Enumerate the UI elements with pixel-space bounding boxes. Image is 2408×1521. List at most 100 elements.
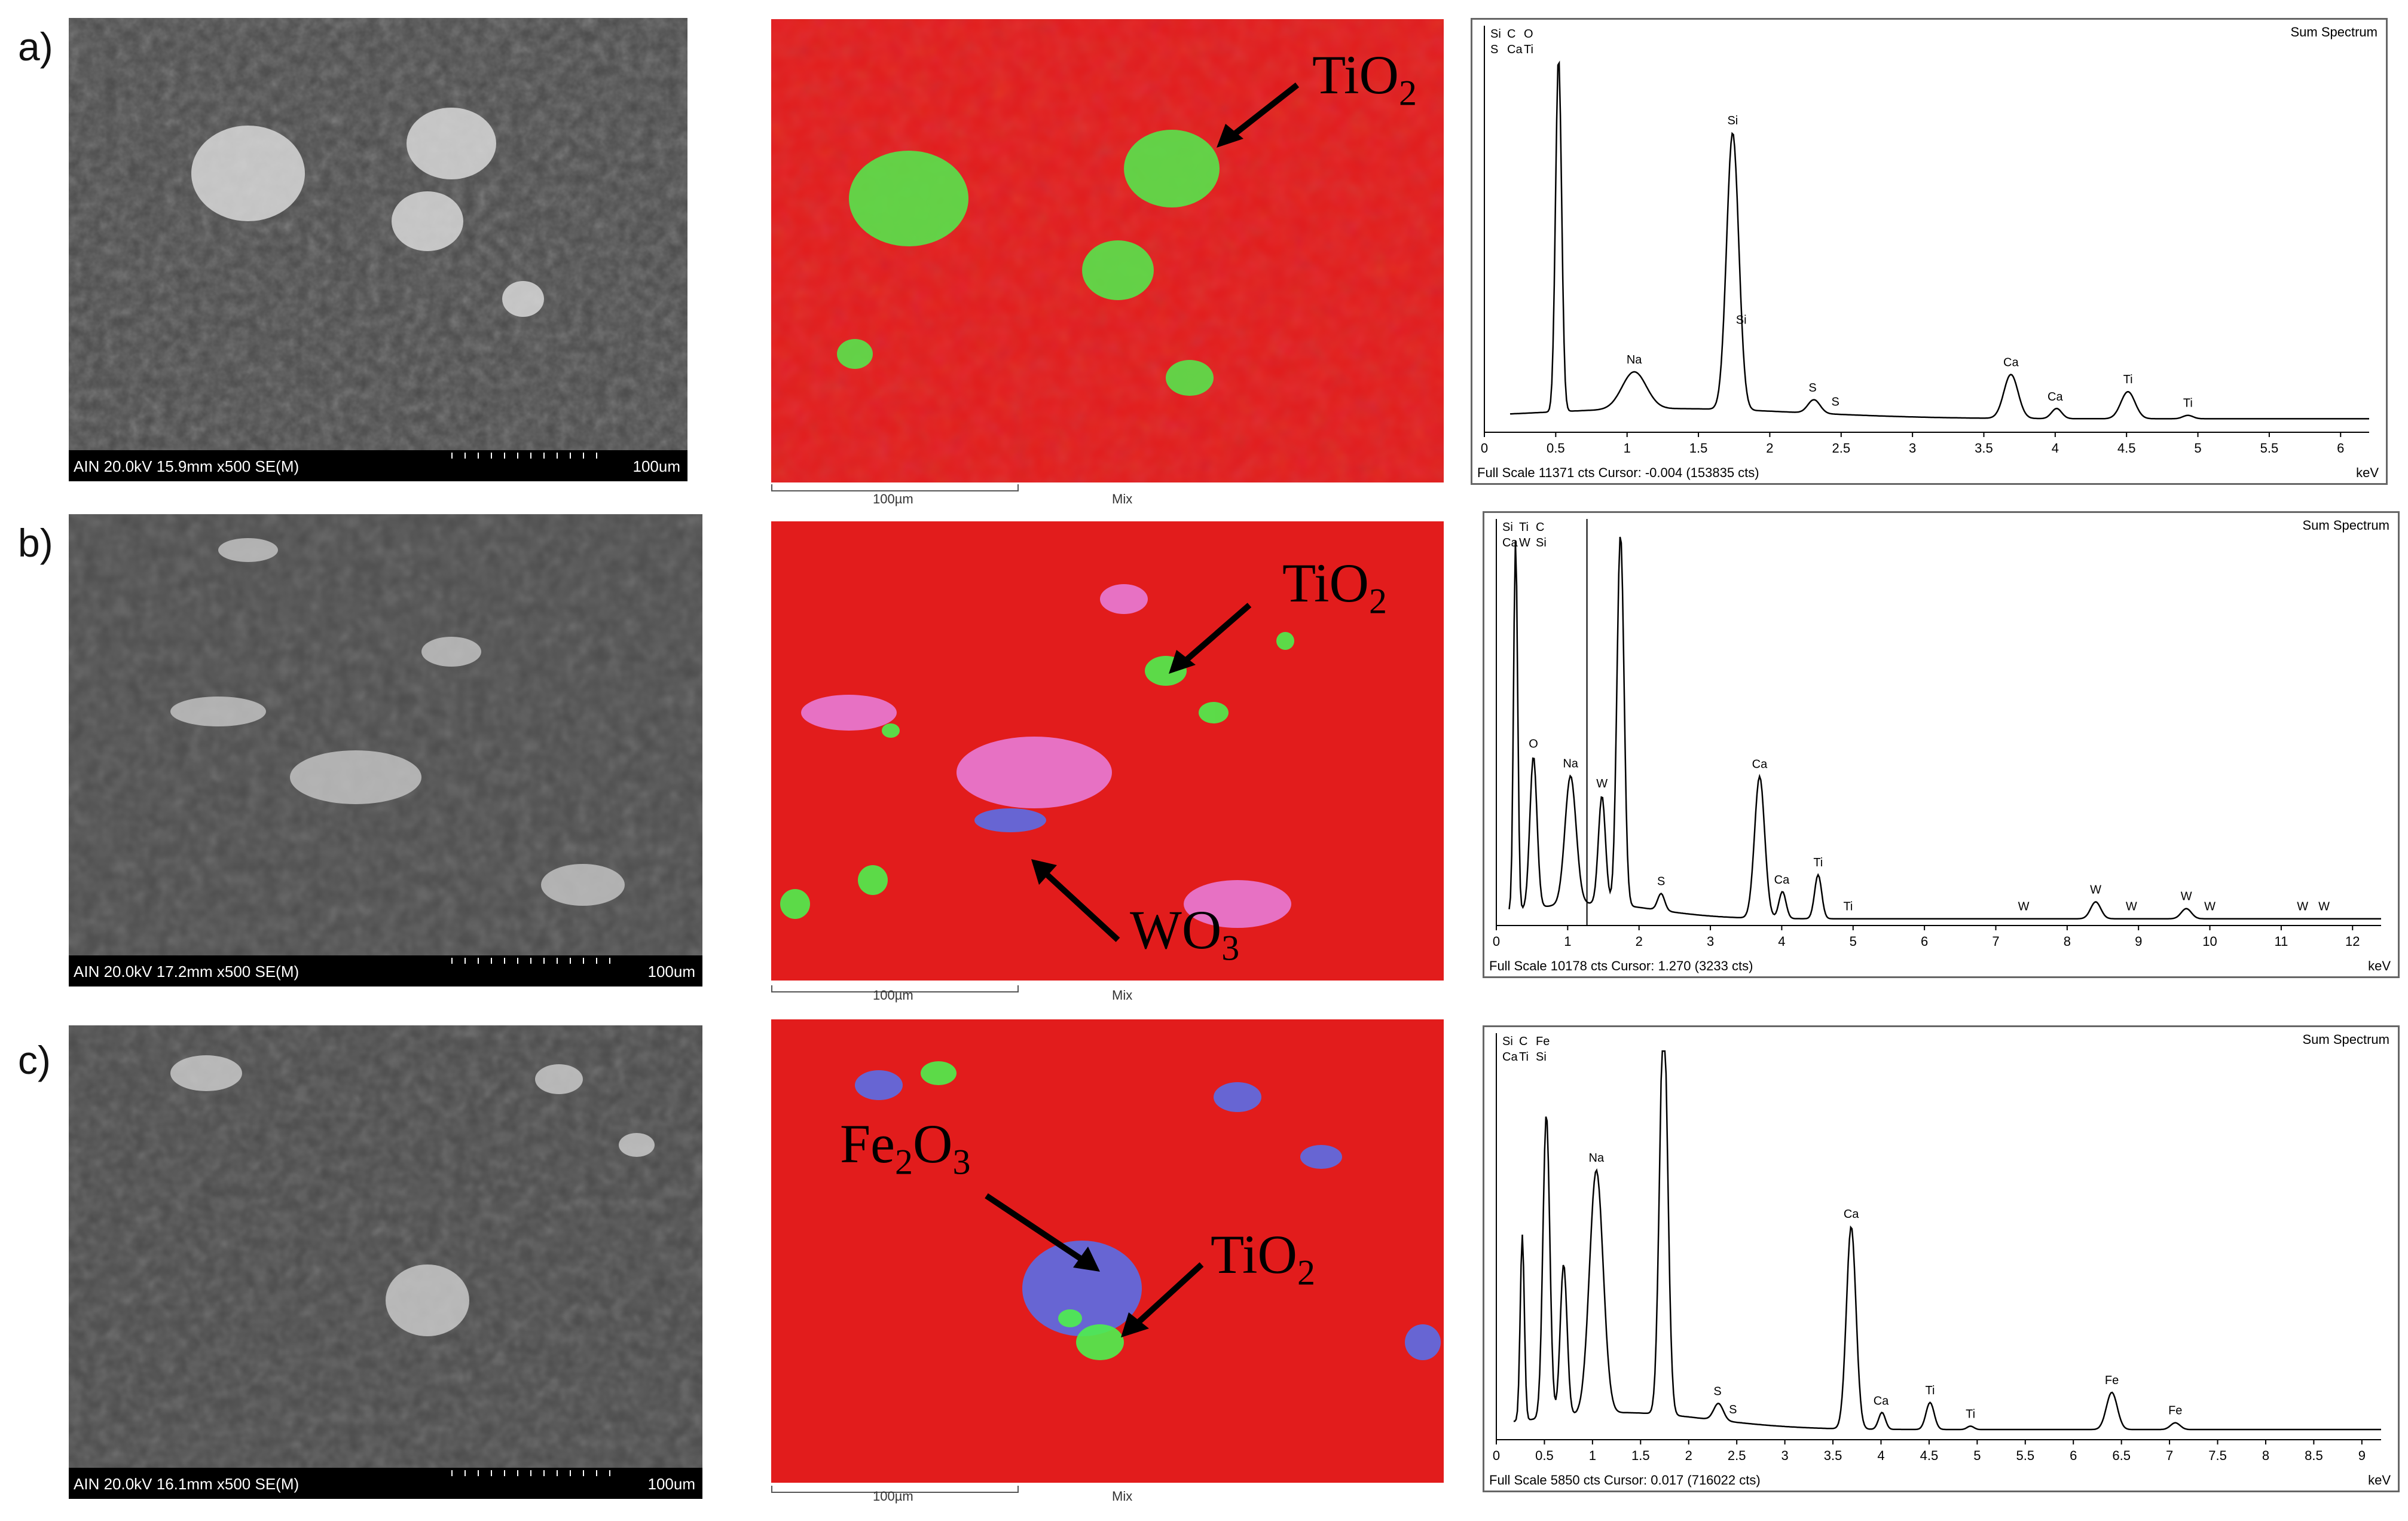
sem-image-b: AIN 20.0kV 17.2mm x500 SE(M) 100um <box>69 514 702 986</box>
scale-ticks <box>451 1470 619 1476</box>
peak-label: Na <box>1563 757 1578 770</box>
x-tick-label: 5 <box>1973 1448 1981 1463</box>
peak-label: Ca <box>1844 1208 1859 1221</box>
peak-label: W <box>2318 900 2330 914</box>
spectrum-title: Sum Spectrum <box>2290 25 2378 39</box>
sem-info: AIN 20.0kV 17.2mm x500 SE(M) <box>74 963 300 981</box>
map-scale-a: 100µm <box>873 491 913 506</box>
spectrum-plot: 0123456789101112SiTiCCaWSiONaWWSCaCaTiTi… <box>1493 519 2381 949</box>
x-tick-label: 7.5 <box>2208 1448 2227 1463</box>
callout-base: TiO <box>1282 552 1369 613</box>
spectrum-title: Sum Spectrum <box>2302 518 2390 533</box>
x-tick-label: 0.5 <box>1535 1448 1554 1463</box>
peak-label: O <box>1529 738 1538 751</box>
x-tick-label: 0.5 <box>1547 441 1565 456</box>
callout-sub2: 3 <box>952 1142 971 1182</box>
row-label-b: b) <box>18 521 53 565</box>
peak-label: W <box>2181 890 2192 903</box>
map-type-a: Mix <box>1112 491 1133 506</box>
callout-sub: 2 <box>1368 581 1387 621</box>
peak-label: S <box>1832 396 1839 409</box>
callout-arrow <box>1031 859 1120 942</box>
map-texture <box>771 19 1444 482</box>
peak-label: Ti <box>1843 900 1853 914</box>
peak-label: Ti <box>1813 856 1823 869</box>
spectrum-plot: 0 0.5 1 1.5 2 2.5 3 3.5 4 4.5 5 5.5 6Si C OS Ca TiNaSiSi… <box>1481 26 2369 456</box>
sem-scale: 100um <box>647 1475 696 1493</box>
eds-map-a: TiO2 <box>771 19 1444 482</box>
peak-label: W <box>2204 900 2216 914</box>
peak-label: Si <box>1727 114 1738 127</box>
callout-base2: O <box>913 1113 953 1174</box>
element-label: Si <box>1502 1035 1513 1048</box>
sem-scale: 100um <box>647 963 696 981</box>
callout-base: WO <box>1130 899 1222 960</box>
spectrum-footer: Full Scale 11371 cts Cursor: -0.004 (153… <box>1477 465 1759 480</box>
peak-label: W <box>2126 900 2137 914</box>
x-tick-label: 5 <box>1850 934 1857 949</box>
scale-ticks <box>451 453 604 459</box>
sem-info: AIN 20.0kV 15.9mm x500 SE(M) <box>74 457 300 475</box>
map-scale-c: 100µm <box>873 1489 913 1504</box>
callout-base: Fe <box>840 1113 895 1174</box>
x-tick-label: 3 <box>1909 441 1916 456</box>
sem-texture <box>69 18 687 450</box>
x-tick-label: 6 <box>2070 1448 2077 1463</box>
sem-image-a: AIN 20.0kV 15.9mm x500 SE(M) 100um <box>69 18 687 481</box>
map-scale-bar-a <box>771 484 1019 491</box>
spectrum-unit: keV <box>2356 465 2379 480</box>
peak-label: Na <box>1627 353 1642 366</box>
element-label: W <box>1519 536 1530 549</box>
element-label: Ca <box>1502 536 1518 549</box>
spectrum-b: Sum Spectrum 0 1 2 3 4 5 6 7 8 9 10 11 12 Si Ti C Ca W Si O… <box>1483 511 2400 978</box>
sem-texture <box>69 514 702 955</box>
peak-label: S <box>1657 875 1665 888</box>
x-tick-label: 5.5 <box>2260 441 2279 456</box>
x-tick-label: 3.5 <box>1975 441 1993 456</box>
map-type-c: Mix <box>1112 1489 1133 1504</box>
element-label: C <box>1519 1035 1527 1048</box>
callout-sub: 3 <box>1221 928 1240 968</box>
x-tick-label: 10 <box>2202 934 2217 949</box>
peak-label: W <box>2018 900 2030 914</box>
x-tick-label: 8 <box>2064 934 2071 949</box>
peak-label: Fe <box>2105 1374 2119 1387</box>
x-tick-label: 4 <box>1778 934 1785 949</box>
x-tick-label: 9 <box>2135 934 2142 949</box>
eds-map-b: TiO2 WO3 <box>771 521 1444 981</box>
peak-label: Ca <box>1752 758 1768 771</box>
x-tick-label: 4.5 <box>1920 1448 1939 1463</box>
element-label: Fe <box>1536 1035 1550 1048</box>
x-tick-label: 8 <box>2262 1448 2269 1463</box>
eds-map-c: Fe2O3 TiO2 <box>771 1019 1444 1483</box>
x-tick-label: 4 <box>1877 1448 1884 1463</box>
callout-arrow <box>1217 83 1300 148</box>
map-texture <box>771 521 1444 981</box>
peak-label: Ti <box>2123 373 2133 386</box>
x-tick-label: 6 <box>2337 441 2344 456</box>
element-label: Si <box>1536 536 1547 549</box>
peak-label: Ti <box>1966 1407 1975 1421</box>
peak-label: W <box>2297 900 2308 914</box>
sem-info-bar: AIN 20.0kV 15.9mm x500 SE(M) 100um <box>69 450 687 481</box>
x-tick-label: 4.5 <box>2117 441 2136 456</box>
element-label: Ca <box>1502 1050 1518 1064</box>
element-label: Ti <box>1519 1050 1529 1064</box>
x-tick-label: 2.5 <box>1832 441 1850 456</box>
peak-label: Ca <box>1874 1395 1889 1408</box>
spectrum-title: Sum Spectrum <box>2302 1032 2390 1047</box>
callout-tio2: TiO2 <box>1211 1223 1315 1293</box>
x-tick-label: 3 <box>1781 1448 1788 1463</box>
map-texture <box>771 1019 1444 1483</box>
callout-base: TiO <box>1312 44 1399 105</box>
peak-label: Ti <box>1926 1384 1935 1397</box>
peak-label: W <box>2090 883 2101 896</box>
sem-info: AIN 20.0kV 16.1mm x500 SE(M) <box>74 1475 300 1493</box>
x-tick-label: 3 <box>1707 934 1714 949</box>
element-label: Ti <box>1519 521 1529 534</box>
x-tick-label: 0 <box>1481 441 1488 456</box>
x-tick-label: 3.5 <box>1824 1448 1842 1463</box>
callout-wo3: WO3 <box>1130 898 1239 969</box>
element-label: Si <box>1536 1050 1547 1064</box>
x-tick-label: 11 <box>2274 934 2288 949</box>
